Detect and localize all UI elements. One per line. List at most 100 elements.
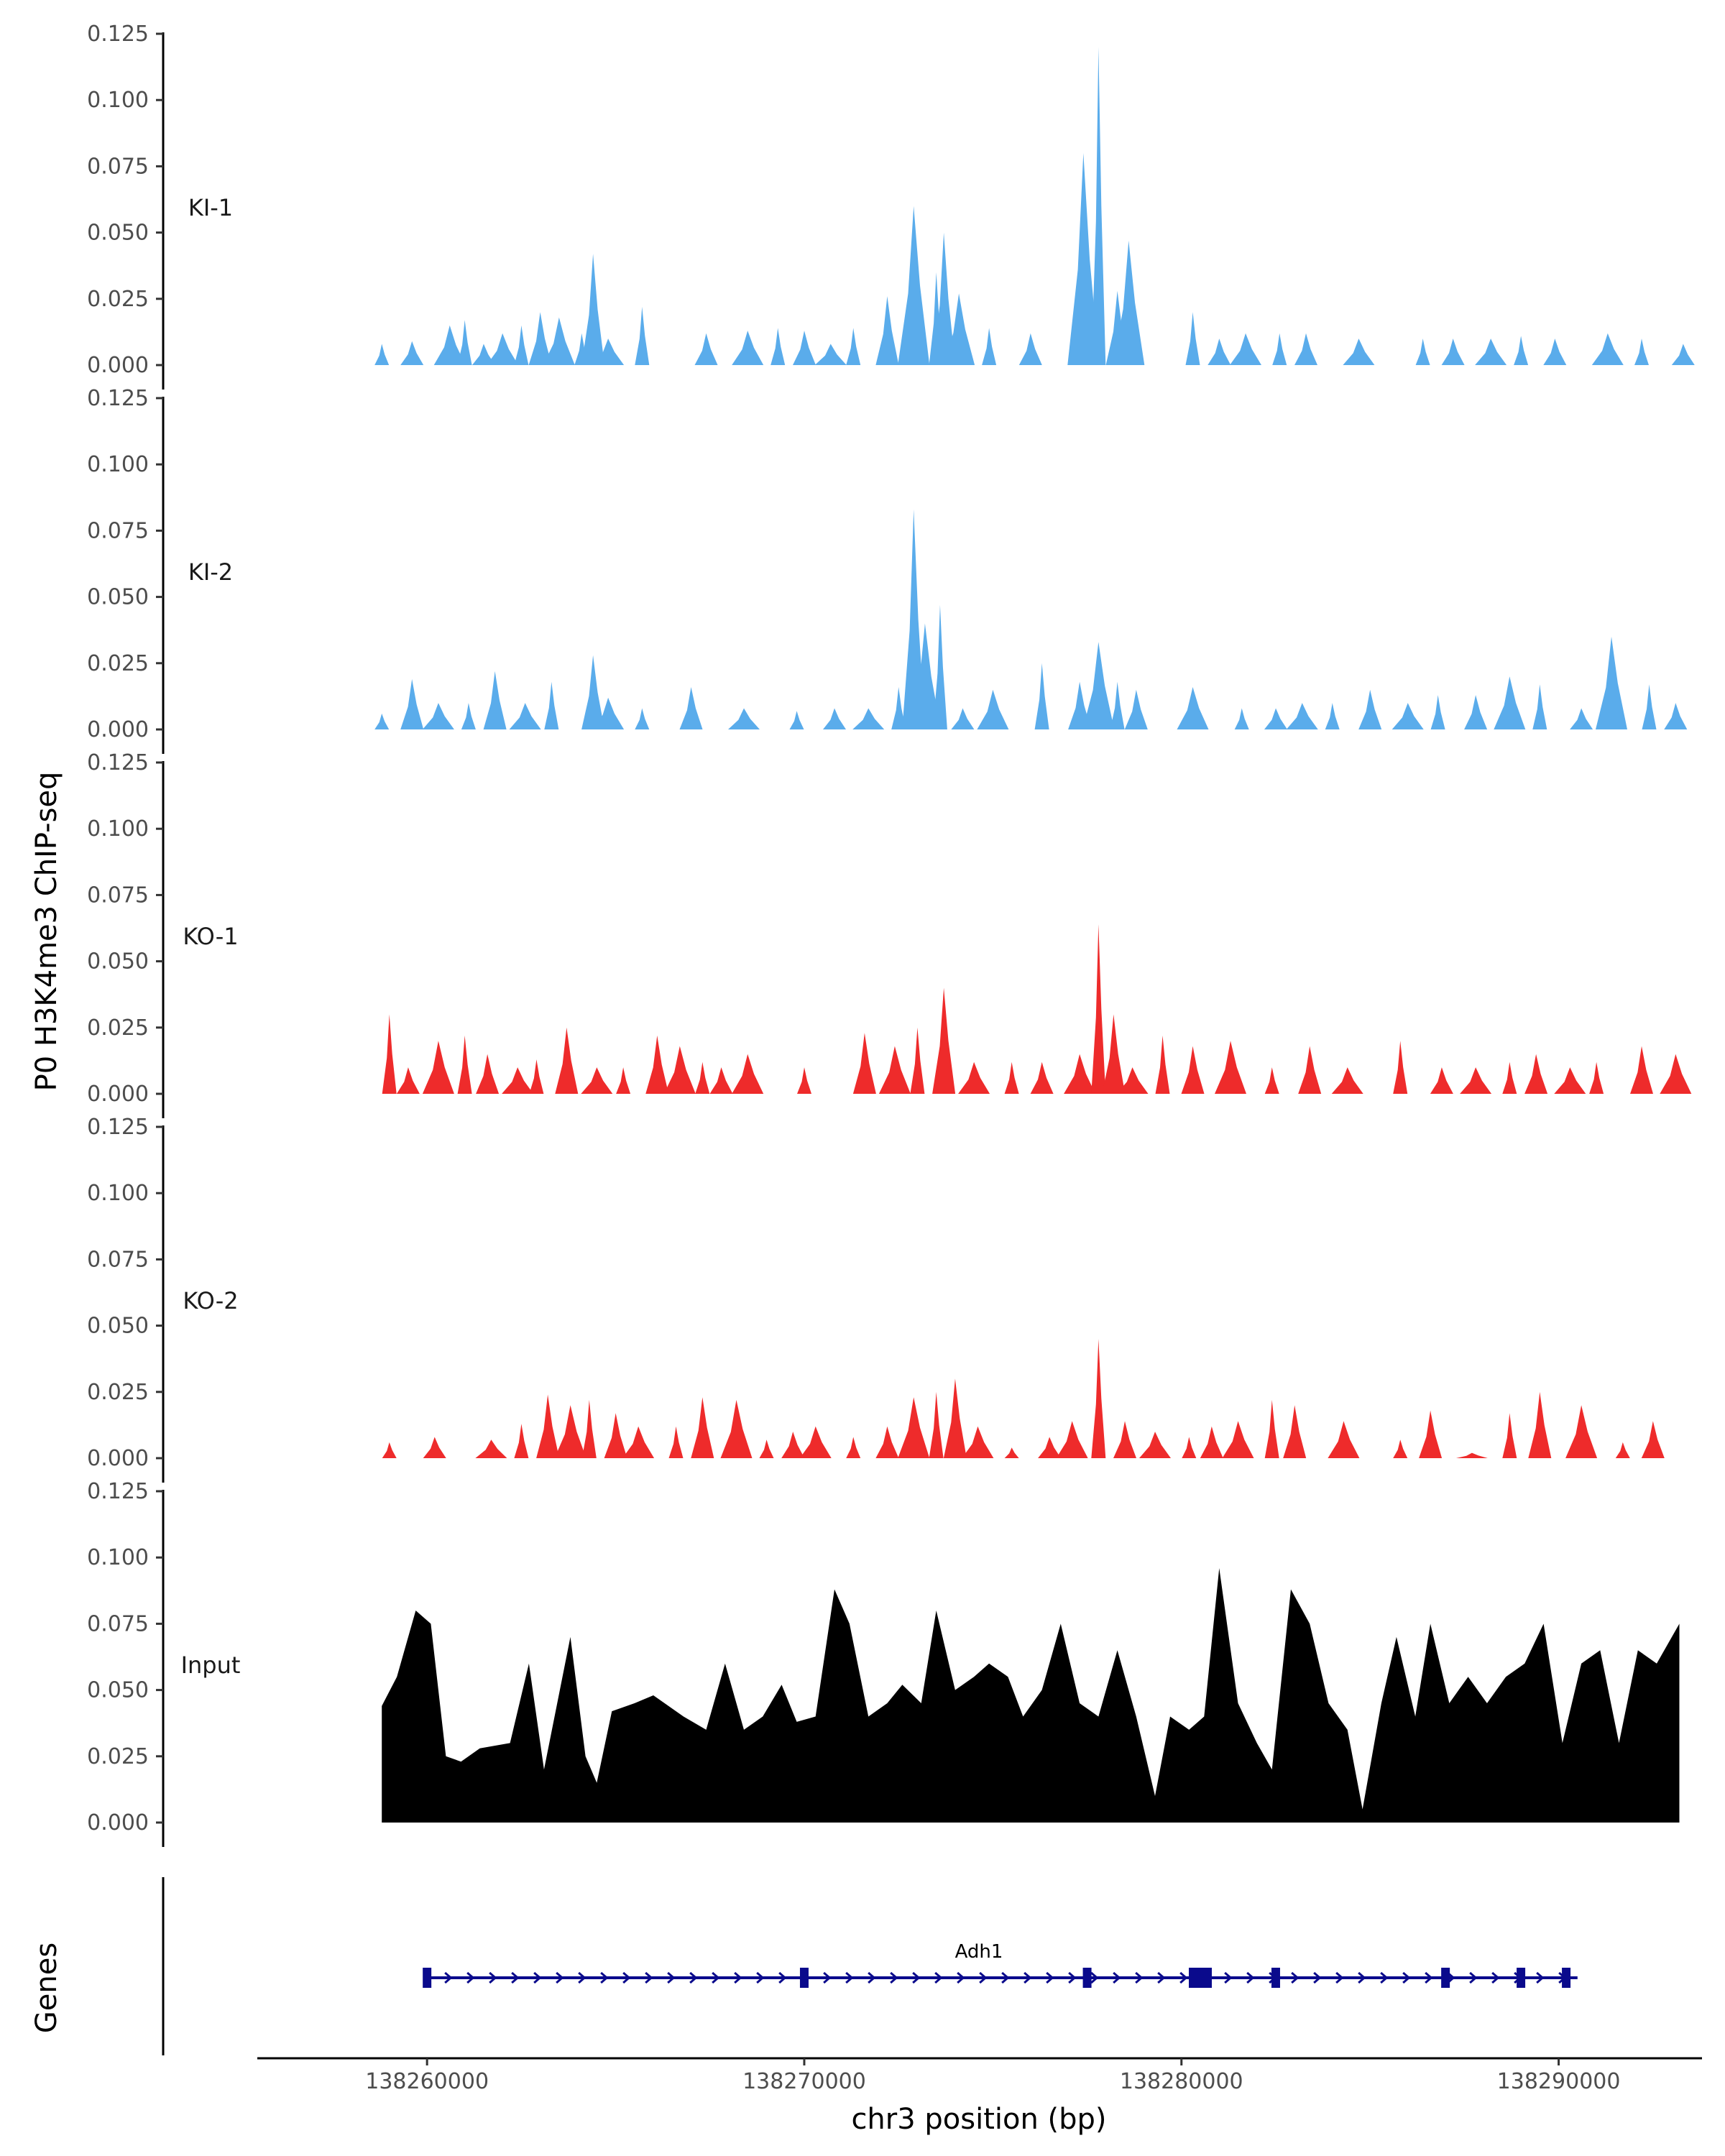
x-axis: 138260000 138270000 138280000 138290000: [257, 2057, 1702, 2094]
strand-arrow-icon: [533, 1971, 542, 1984]
signal-peak: [400, 341, 424, 365]
signal-peak: [1430, 1067, 1453, 1094]
signal-peak: [1630, 1046, 1653, 1094]
signal-peak: [929, 1391, 944, 1458]
signal-peak: [1091, 1339, 1106, 1458]
gene-exon: [1562, 1968, 1571, 1988]
track-label: KO-1: [183, 923, 238, 950]
signal-peak: [396, 1067, 420, 1094]
strand-arrow-icon: [1335, 1971, 1344, 1984]
strand-arrow-icon: [600, 1971, 609, 1984]
signal-peak: [581, 1399, 597, 1458]
signal-peak: [962, 1426, 994, 1458]
signal-peak: [543, 317, 575, 365]
strand-arrow-icon: [689, 1971, 698, 1984]
signal-peak: [852, 1033, 876, 1094]
signal-peak: [932, 987, 956, 1094]
signal-peak: [663, 1046, 696, 1094]
signal-peak: [720, 1399, 753, 1458]
signal-peak: [814, 344, 847, 365]
x-tick-label: 138280000: [1120, 2069, 1243, 2094]
signal-peak: [977, 689, 1009, 729]
strand-arrow-icon: [957, 1971, 965, 1984]
signal-peak: [875, 1426, 899, 1458]
gene-exon: [1441, 1968, 1450, 1988]
strand-arrow-icon: [1402, 1971, 1411, 1984]
signal-peak: [1528, 1391, 1552, 1458]
signal-peak: [1430, 695, 1445, 729]
signal-peak: [635, 306, 650, 365]
strand-arrow-icon: [444, 1971, 453, 1984]
strand-arrow-icon: [1113, 1971, 1121, 1984]
signal-peak: [592, 338, 625, 365]
signal-peak: [797, 1067, 811, 1094]
y-tick-label: 0.075: [87, 154, 149, 179]
signal-peak: [1030, 1061, 1054, 1094]
gene-exon: [799, 1968, 809, 1988]
y-tick-label: 0.025: [87, 1015, 149, 1041]
strand-arrow-icon: [756, 1971, 765, 1984]
signal-peak: [1494, 676, 1526, 729]
strand-arrow-icon: [1068, 1971, 1077, 1984]
strand-arrow-icon: [667, 1971, 676, 1984]
signal-peak: [528, 312, 552, 365]
signal-peak: [846, 328, 861, 365]
signal-peak: [1124, 689, 1148, 729]
signal-peak: [1091, 924, 1106, 1094]
strand-arrow-icon: [1313, 1971, 1322, 1984]
signal-peak: [958, 1061, 990, 1094]
signal-peak: [1230, 333, 1261, 365]
signal-peak: [1177, 687, 1209, 729]
signal-peak: [1589, 1061, 1604, 1094]
signal-area: [382, 1568, 1680, 1823]
signal-peak: [1502, 1061, 1517, 1094]
y-tick-label: 0.125: [87, 1115, 149, 1140]
signal-peak: [943, 1378, 967, 1458]
signal-peak: [732, 331, 764, 365]
signal-peak: [875, 296, 899, 365]
signal-peak: [1591, 333, 1624, 365]
signal-peak: [1113, 1421, 1136, 1458]
signal-peak: [536, 1394, 560, 1458]
y-tick-label: 0.075: [87, 1611, 149, 1636]
signal-peak: [433, 325, 466, 365]
signal-peak: [1234, 708, 1249, 729]
signal-peak: [475, 1439, 507, 1458]
strand-arrow-icon: [1157, 1971, 1166, 1984]
signal-peak: [679, 687, 703, 729]
signal-peak: [635, 708, 650, 729]
signal-peak: [709, 1067, 733, 1094]
signal-peak: [1181, 1046, 1205, 1094]
strand-arrow-icon: [734, 1971, 742, 1984]
strand-arrow-icon: [556, 1971, 564, 1984]
x-tick-label: 138260000: [365, 2069, 489, 2094]
signal-peak: [902, 509, 926, 729]
strand-arrow-icon: [1469, 1971, 1478, 1984]
strand-arrow-icon: [1135, 1971, 1144, 1984]
y-tick-label: 0.100: [87, 816, 149, 842]
gene-panel-title: Genes: [30, 1943, 63, 2033]
signal-peak: [1200, 1426, 1223, 1458]
signal-peak: [382, 1014, 397, 1094]
signal-peak: [910, 1027, 925, 1094]
signal-peak: [581, 1067, 613, 1094]
strand-arrow-icon: [1491, 1971, 1500, 1984]
signal-peak: [1554, 1067, 1586, 1094]
signal-peak: [1524, 1054, 1548, 1094]
strand-arrow-icon: [1046, 1971, 1054, 1984]
signal-peak: [382, 1442, 397, 1458]
signal-peak: [514, 1424, 529, 1458]
signal-peak: [1392, 703, 1424, 729]
strand-arrow-icon: [823, 1971, 832, 1984]
signal-peak: [1502, 1413, 1517, 1458]
y-tick-label: 0.050: [87, 585, 149, 610]
signal-peak: [1464, 695, 1488, 729]
signal-peak: [728, 708, 760, 729]
signal-peak: [1018, 333, 1042, 365]
gene-exon: [1189, 1968, 1213, 1988]
signal-peak: [1328, 1421, 1360, 1458]
signal-peak: [1110, 681, 1125, 729]
signal-peak: [1343, 338, 1375, 365]
signal-peak: [691, 1397, 714, 1458]
